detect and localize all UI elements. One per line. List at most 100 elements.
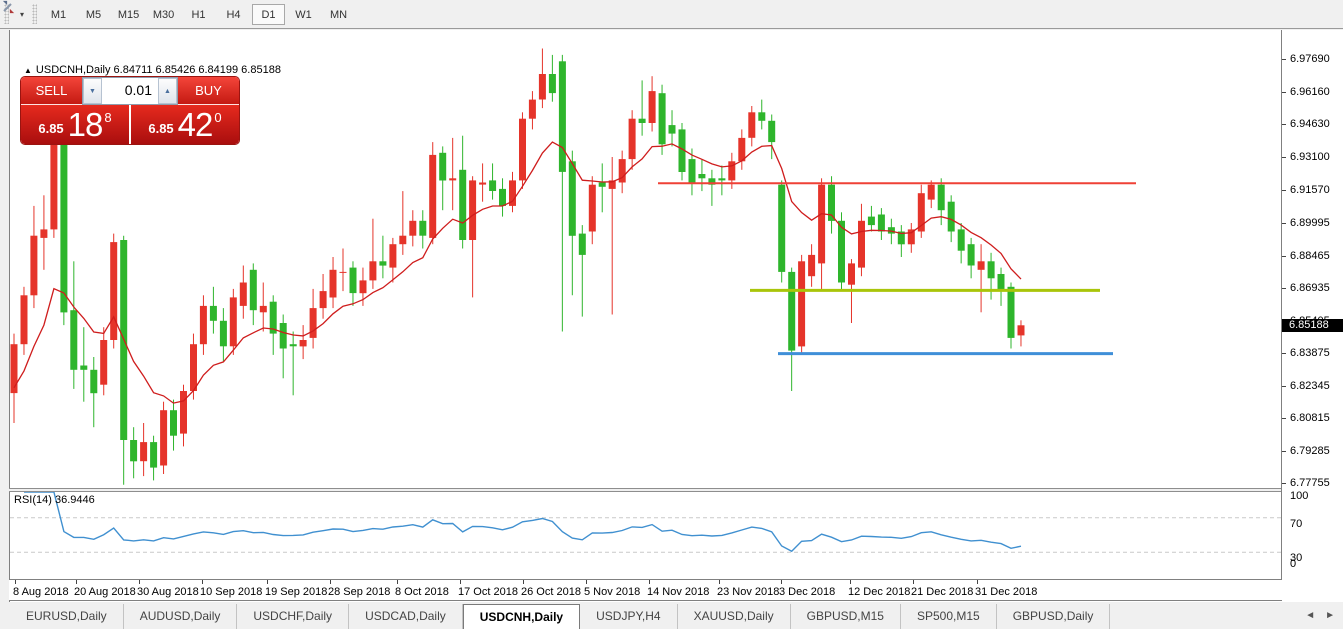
sell-button[interactable]: SELL [21, 77, 82, 105]
tab-scroll-left-icon[interactable]: ◄ [1305, 610, 1316, 621]
panel-splitter[interactable] [9, 488, 1343, 492]
price-tick [1282, 92, 1286, 93]
date-tick [15, 580, 16, 584]
chart-tab-usdcnh-daily[interactable]: USDCNH,Daily [462, 604, 581, 629]
price-tick-label: 6.93100 [1290, 151, 1330, 163]
timeframe-button-h4[interactable]: H4 [226, 8, 241, 21]
timeframe-button-m1[interactable]: M1 [50, 8, 67, 21]
toolbar-grip[interactable] [4, 4, 9, 24]
price-tick-label: 6.96160 [1290, 86, 1330, 98]
date-tick-label: 31 Dec 2018 [975, 586, 1038, 598]
price-tick [1282, 59, 1286, 60]
price-tick-label: 6.86935 [1290, 282, 1330, 294]
sell-price-tile[interactable]: 6.85 18 8 [21, 105, 129, 144]
chart-order-button[interactable]: ▾ [2, 0, 28, 25]
date-tick [850, 580, 851, 584]
date-tick-label: 17 Oct 2018 [458, 586, 518, 598]
chart-tab-usdcad-daily[interactable]: USDCAD,Daily [349, 604, 463, 629]
price-tick [1282, 190, 1286, 191]
candlestick-canvas [10, 48, 1136, 485]
date-tick [330, 580, 331, 584]
timeframe-button-m5[interactable]: M5 [85, 8, 102, 21]
top-toolbar: ▾ M1 M5 M15 M30 H1 H4 D1 W1 MN [0, 0, 1343, 29]
price-tick [1282, 386, 1286, 387]
timeframe-button-mn[interactable]: MN [329, 8, 348, 21]
symbol-title: USDCNH,Daily [35, 64, 111, 76]
chart-tab-gbpusd-m15[interactable]: GBPUSD,M15 [791, 604, 901, 629]
rsi-axis-label: 0 [1290, 558, 1297, 570]
date-tick-label: 12 Dec 2018 [848, 586, 911, 598]
price-tick-label: 6.91570 [1290, 184, 1330, 196]
rsi-axis-label: 30 [1290, 552, 1303, 564]
price-tick-label: 6.88465 [1290, 250, 1330, 262]
price-tick [1282, 483, 1286, 484]
price-tick [1282, 223, 1286, 224]
timeframe-button-m15[interactable]: M15 [117, 8, 140, 21]
date-tick-label: 8 Aug 2018 [13, 586, 69, 598]
buy-price-sup: 0 [214, 110, 222, 125]
chart-tab-eurusd-daily[interactable]: EURUSD,Daily [10, 604, 124, 629]
price-tick [1282, 418, 1286, 419]
price-axis[interactable]: 6.97690 6.96160 6.94630 6.93100 6.91570 6.899… [1282, 30, 1343, 601]
buy-price-big: 42 [177, 105, 214, 143]
buy-price-tile[interactable]: 6.85 42 0 [131, 105, 239, 144]
price-tick [1282, 157, 1286, 158]
chart-tab-usdchf-daily[interactable]: USDCHF,Daily [237, 604, 350, 629]
date-tick [523, 580, 524, 584]
chart-tab-gbpusd-daily[interactable]: GBPUSD,Daily [997, 604, 1111, 629]
date-tick-label: 28 Sep 2018 [328, 586, 391, 598]
chevron-down-icon[interactable]: ▾ [20, 9, 25, 19]
price-tick-label: 6.83875 [1290, 347, 1330, 359]
sell-price-prefix: 6.85 [38, 121, 64, 136]
date-tick-label: 5 Nov 2018 [584, 586, 641, 598]
chart-tab-xauusd-daily[interactable]: XAUUSD,Daily [678, 604, 791, 629]
timeframe-button-h1[interactable]: H1 [191, 8, 206, 21]
date-axis[interactable]: 8 Aug 2018 20 Aug 2018 30 Aug 2018 10 Sep 2… [9, 579, 1282, 601]
lot-increase-button[interactable]: ▲ [158, 78, 177, 104]
price-tick-label: 6.94630 [1290, 118, 1330, 130]
moving-average-line [13, 141, 1022, 404]
date-tick-label: 26 Oct 2018 [521, 586, 581, 598]
price-tick [1282, 256, 1286, 257]
lot-size-input[interactable]: 0.01 [124, 82, 152, 98]
price-tick [1282, 124, 1286, 125]
date-tick-label: 3 Dec 2018 [779, 586, 836, 598]
date-tick-label: 14 Nov 2018 [647, 586, 710, 598]
timeframe-button-m30[interactable]: M30 [152, 8, 175, 21]
price-tick [1282, 288, 1286, 289]
date-tick [719, 580, 720, 584]
date-tick-label: 20 Aug 2018 [74, 586, 136, 598]
date-tick-label: 21 Dec 2018 [911, 586, 974, 598]
rsi-indicator-plot[interactable] [10, 492, 1281, 578]
collapse-triangle-icon[interactable]: ▲ [24, 66, 32, 75]
date-tick-label: 23 Nov 2018 [717, 586, 780, 598]
rsi-canvas [10, 492, 1281, 553]
date-tick [397, 580, 398, 584]
tab-scroll-right-icon[interactable]: ► [1325, 610, 1335, 621]
timeframe-button-w1[interactable]: W1 [295, 8, 312, 21]
chart-title-line: ▲ USDCNH,Daily 6.84711 6.85426 6.84199 6.… [24, 64, 281, 76]
date-tick [76, 580, 77, 584]
lot-decrease-button[interactable]: ▼ [83, 78, 102, 104]
price-tick-label: 6.77755 [1290, 477, 1330, 489]
sell-price-big: 18 [67, 105, 104, 143]
date-tick [649, 580, 650, 584]
date-tick [202, 580, 203, 584]
rsi-axis-label: 100 [1290, 490, 1309, 502]
ohlc-values: 6.84711 6.85426 6.84199 6.85188 [113, 64, 281, 76]
date-tick-label: 30 Aug 2018 [137, 586, 199, 598]
chart-tab-audusd-daily[interactable]: AUDUSD,Daily [124, 604, 238, 629]
price-tick-label: 6.82345 [1290, 380, 1330, 392]
timeframe-button-d1[interactable]: D1 [252, 3, 286, 25]
toolbar-grip-2[interactable] [32, 4, 38, 24]
date-tick [586, 580, 587, 584]
price-tick-label: 6.89995 [1290, 217, 1330, 229]
chart-tab-sp500-m15[interactable]: SP500,M15 [901, 604, 997, 629]
date-tick [460, 580, 461, 584]
date-tick [977, 580, 978, 584]
date-tick [913, 580, 914, 584]
buy-button[interactable]: BUY [178, 77, 239, 105]
price-chart-plot[interactable] [10, 30, 1281, 487]
chart-tab-usdjpy-h4[interactable]: USDJPY,H4 [580, 604, 678, 629]
